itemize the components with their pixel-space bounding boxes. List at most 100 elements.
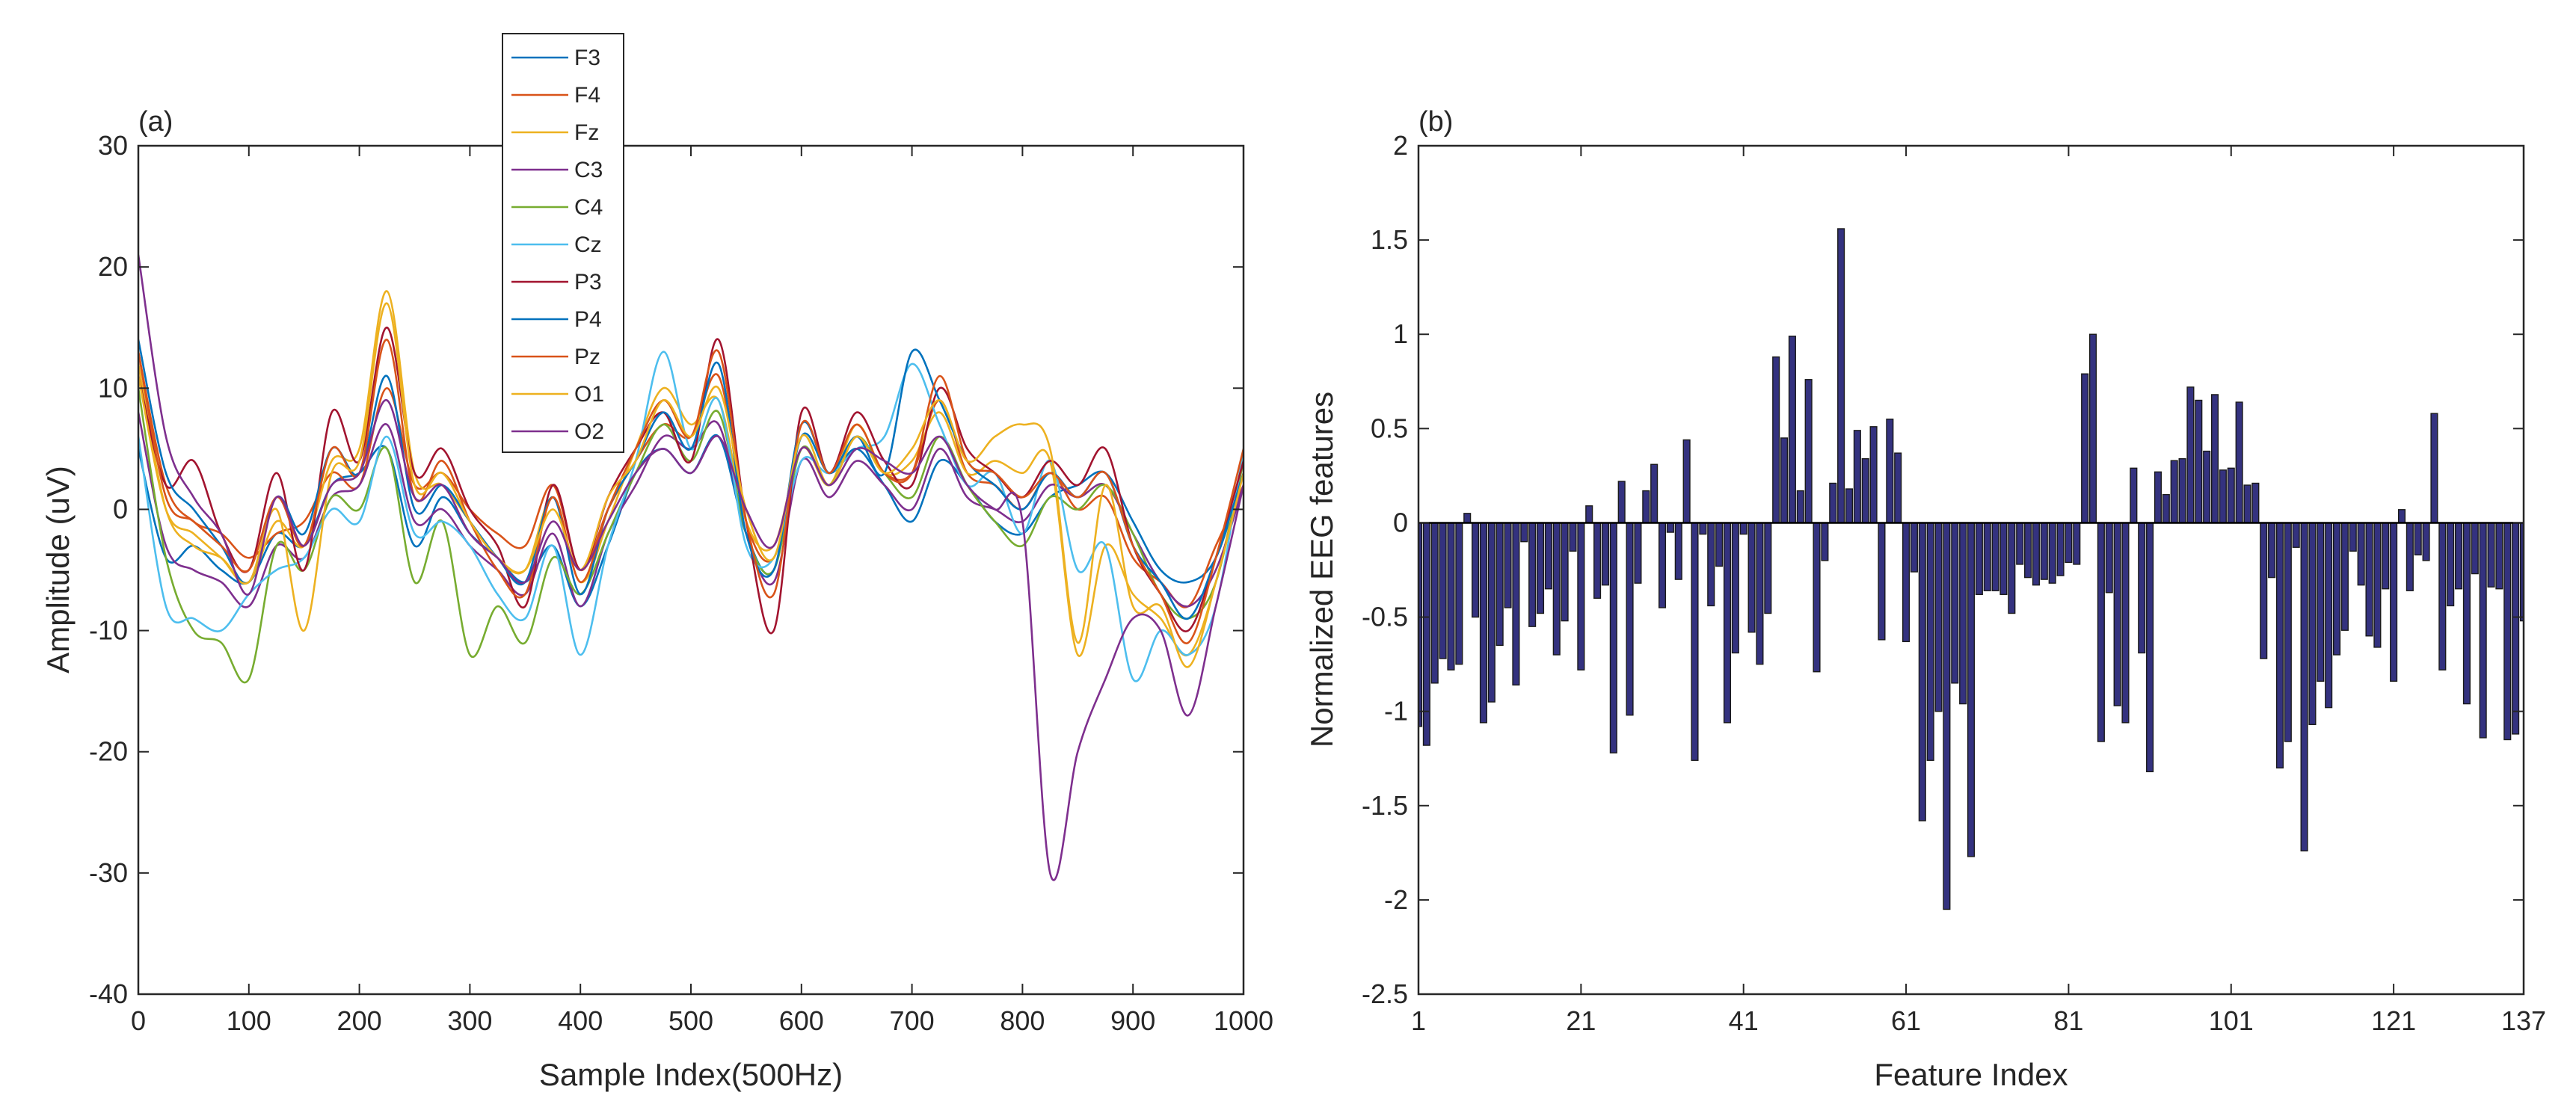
feature-bar bbox=[2024, 522, 2032, 579]
b-y-tick-label: 0.5 bbox=[1371, 413, 1408, 443]
b-x-tick-label: 81 bbox=[2053, 1005, 2083, 1036]
feature-bar bbox=[2008, 522, 2016, 614]
feature-bar bbox=[2138, 522, 2146, 654]
feature-bar bbox=[1512, 522, 1520, 686]
feature-bar bbox=[2048, 522, 2056, 584]
feature-bar bbox=[2495, 522, 2503, 590]
feature-bar bbox=[1504, 522, 1512, 608]
feature-bar bbox=[2462, 522, 2471, 705]
feature-bar bbox=[1666, 522, 1674, 533]
feature-bar bbox=[1975, 522, 1983, 595]
legend-label-c3: C3 bbox=[574, 158, 603, 182]
feature-bar bbox=[1479, 522, 1487, 724]
feature-bar bbox=[2154, 471, 2162, 524]
a-y-tick-label: 20 bbox=[98, 251, 128, 282]
legend-label-p4: P4 bbox=[574, 307, 602, 332]
feature-bar bbox=[1472, 522, 1480, 618]
panel-a-y-axis-label: Amplitude (uV) bbox=[40, 466, 76, 673]
series-line-p3 bbox=[138, 326, 1244, 635]
feature-bar bbox=[1487, 522, 1496, 703]
feature-bar bbox=[2260, 522, 2268, 659]
legend-label-c4: C4 bbox=[574, 195, 603, 220]
feature-bar bbox=[2390, 522, 2398, 682]
feature-bar bbox=[2308, 522, 2317, 726]
legend-items: F3 F4 Fz C3 C4 Cz P3 P4 Pz O1 O2 bbox=[511, 46, 604, 444]
feature-bar bbox=[2340, 522, 2349, 631]
a-x-tick-label: 200 bbox=[337, 1005, 382, 1036]
a-y-tick-label: 10 bbox=[98, 372, 128, 403]
feature-bar bbox=[1650, 463, 1659, 524]
feature-bar bbox=[1707, 522, 1715, 607]
feature-bar bbox=[1569, 522, 1577, 552]
feature-bar bbox=[2130, 467, 2138, 524]
feature-bar bbox=[2065, 522, 2073, 564]
feature-bar bbox=[1731, 522, 1739, 654]
feature-bar bbox=[2317, 522, 2325, 682]
feature-bar bbox=[1626, 522, 1634, 716]
feature-bar bbox=[2113, 522, 2121, 706]
feature-bar bbox=[1496, 522, 1504, 647]
b-y-tick-label: -2 bbox=[1384, 884, 1408, 915]
panel-b-bar-chart: 1 21 41 61 81 101 121 137 -2.5-2-1.5-1-0.500.51… bbox=[1304, 106, 2546, 1092]
panel-a-x-ticks: 0 100 200 300 400 500 600 700 800 900 1000 bbox=[131, 146, 1273, 1036]
feature-bar bbox=[1934, 522, 1943, 712]
feature-bar bbox=[1886, 419, 1894, 524]
panel-a-line-chart: 0 100 200 300 400 500 600 700 800 900 1000 -40-30-… bbox=[40, 33, 1273, 1092]
a-x-tick-label: 1000 bbox=[1214, 1005, 1273, 1036]
series-line-o2 bbox=[138, 254, 1244, 881]
feature-bar bbox=[1804, 379, 1813, 524]
feature-bar bbox=[1967, 522, 1976, 857]
a-x-tick-label: 300 bbox=[447, 1005, 492, 1036]
feature-bar bbox=[2447, 522, 2455, 607]
feature-bar bbox=[1829, 482, 1837, 524]
feature-bar bbox=[2056, 522, 2065, 576]
panel-b-x-ticks: 1 21 41 61 81 101 121 137 bbox=[1411, 146, 2546, 1036]
feature-bar bbox=[1991, 522, 1999, 591]
feature-bar bbox=[2178, 457, 2186, 524]
feature-bar bbox=[1593, 522, 1602, 599]
a-y-tick-label: -40 bbox=[89, 978, 128, 1009]
feature-bar bbox=[1739, 522, 1747, 535]
b-y-tick-label: 1.5 bbox=[1371, 224, 1408, 255]
panel-a-label: (a) bbox=[138, 106, 173, 138]
a-x-tick-label: 800 bbox=[1000, 1005, 1045, 1036]
feature-bar bbox=[1747, 522, 1756, 633]
feature-bar bbox=[1902, 522, 1911, 643]
feature-bar bbox=[1536, 522, 1545, 614]
feature-bar bbox=[1617, 481, 1626, 524]
panel-a-plot-area bbox=[138, 146, 1244, 994]
a-y-tick-label: -10 bbox=[89, 615, 128, 646]
feature-bar bbox=[2268, 522, 2276, 579]
feature-bar bbox=[2081, 373, 2089, 524]
a-x-tick-label: 500 bbox=[668, 1005, 713, 1036]
b-x-tick-label: 137 bbox=[2501, 1005, 2546, 1036]
panel-a-x-axis-label: Sample Index(500Hz) bbox=[539, 1057, 843, 1092]
a-y-tick-label: 0 bbox=[113, 493, 128, 524]
legend-label-o2: O2 bbox=[574, 419, 604, 444]
feature-bar bbox=[1601, 522, 1610, 586]
feature-bar bbox=[1983, 522, 1991, 591]
feature-bar bbox=[2512, 522, 2520, 735]
feature-bar bbox=[2414, 522, 2422, 556]
feature-bar bbox=[1837, 228, 1845, 524]
feature-bar bbox=[1577, 522, 1585, 671]
feature-bar bbox=[2438, 522, 2447, 671]
legend-label-f3: F3 bbox=[574, 46, 600, 70]
b-y-tick-label: 2 bbox=[1393, 130, 1408, 161]
panel-a-series-group bbox=[138, 254, 1244, 881]
legend-label-pz: Pz bbox=[574, 345, 600, 369]
feature-bar bbox=[2088, 333, 2097, 524]
feature-bar bbox=[2422, 522, 2430, 561]
legend-label-f4: F4 bbox=[574, 83, 600, 108]
feature-bar bbox=[1642, 490, 1650, 524]
feature-bar bbox=[1691, 522, 1699, 761]
b-x-tick-label: 21 bbox=[1566, 1005, 1596, 1036]
feature-bar bbox=[1788, 336, 1796, 524]
feature-bar bbox=[2406, 522, 2414, 591]
feature-bar bbox=[2332, 522, 2341, 656]
feature-bar bbox=[1878, 522, 1886, 641]
feature-bar bbox=[1544, 522, 1552, 590]
feature-bar bbox=[1861, 457, 1869, 524]
feature-bar bbox=[1682, 439, 1691, 524]
feature-bar bbox=[2487, 522, 2495, 588]
